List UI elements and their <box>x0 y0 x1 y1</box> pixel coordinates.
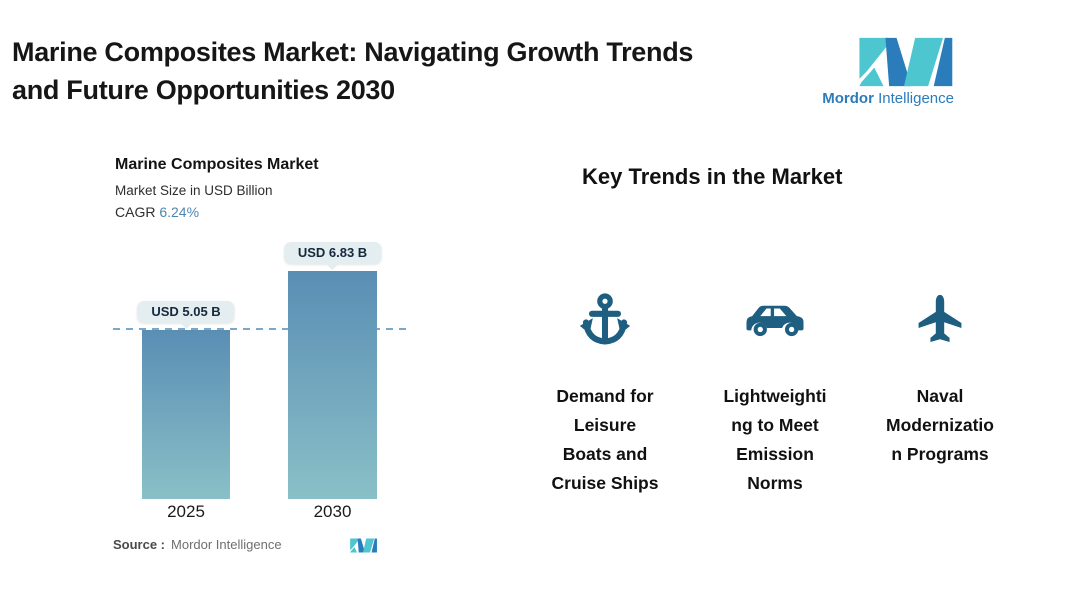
page-title-line2: and Future Opportunities 2030 <box>12 75 395 105</box>
trend-item-leisure-boats: Demand for Leisure Boats and Cruise Ships <box>530 288 680 498</box>
brand-bold: Mordor <box>822 90 874 107</box>
car-icon <box>746 305 804 337</box>
trends-heading: Key Trends in the Market <box>582 164 843 189</box>
cagr-label: CAGR <box>115 204 156 220</box>
mordor-logo-small-icon <box>350 538 377 553</box>
mordor-logo-icon <box>859 37 953 87</box>
trend-label: Demand for Leisure Boats and Cruise Ships <box>551 386 659 493</box>
mordor-logo-text: Mordor Intelligence <box>822 90 954 108</box>
chart-subtitle: Market Size in USD Billion <box>115 183 273 198</box>
value-callout-2030: USD 6.83 B <box>283 242 382 264</box>
cagr-value: 6.24% <box>159 204 200 220</box>
trend-label: Naval Modernizatio n Programs <box>886 386 994 464</box>
mordor-logo: Mordor Intelligence <box>822 36 954 108</box>
reference-dashed-line <box>113 328 407 330</box>
trend-label: Lightweighti ng to Meet Emission Norms <box>723 386 827 493</box>
axis-label-2030: 2030 <box>313 502 352 521</box>
bar-group-2030: USD 6.83 B 2030 <box>283 0 382 589</box>
value-callout-2025: USD 5.05 B <box>137 301 235 323</box>
plane-icon <box>918 294 962 343</box>
bar-2030 <box>288 271 377 499</box>
chart-title: Marine Composites Market <box>115 156 319 173</box>
trend-item-naval-modernization: Naval Modernizatio n Programs <box>865 288 1015 469</box>
brand-regular: Intelligence <box>878 90 954 107</box>
bar-2025 <box>142 330 230 499</box>
trend-item-lightweighting: Lightweighti ng to Meet Emission Norms <box>700 288 850 498</box>
page-title: Marine Composites Market: Navigating Gro… <box>12 33 693 109</box>
axis-label-2025: 2025 <box>167 502 205 521</box>
source-label: Source : <box>113 537 166 552</box>
anchor-icon <box>579 293 631 345</box>
bar-group-2025: USD 5.05 B 2025 <box>137 0 235 589</box>
chart-cagr: CAGR 6.24% <box>115 204 199 220</box>
bar-chart: USD 5.05 B 2025 USD 6.83 B 2030 <box>0 0 460 589</box>
source-row: Source : Mordor Intelligence <box>113 537 282 552</box>
source-value: Mordor Intelligence <box>171 537 282 552</box>
page-title-line1: Marine Composites Market: Navigating Gro… <box>12 37 694 67</box>
